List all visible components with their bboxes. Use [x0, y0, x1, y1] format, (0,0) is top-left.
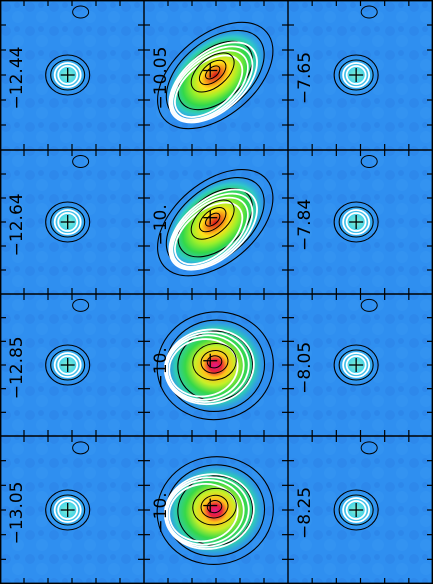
black-contour	[50, 494, 86, 526]
white-contour	[166, 334, 245, 401]
black-contour	[200, 494, 229, 519]
white-contour	[165, 476, 250, 548]
channel-velocity-label: −13.05	[7, 481, 27, 544]
black-contour	[50, 349, 86, 381]
white-contour	[168, 41, 258, 124]
channel-velocity-label: −12.85	[7, 336, 27, 399]
black-contour	[45, 201, 91, 243]
black-contour	[333, 54, 379, 96]
white-contour	[168, 188, 258, 271]
black-contour	[157, 21, 274, 130]
channel-panel: −13.05	[0, 436, 144, 584]
white-contour	[342, 209, 371, 235]
black-contour	[156, 456, 274, 566]
white-contour	[170, 192, 254, 270]
white-contour	[163, 328, 255, 406]
white-contour	[57, 65, 79, 85]
white-contour	[168, 338, 239, 398]
channel-velocity-label: −10.	[151, 204, 171, 245]
white-contour	[166, 479, 245, 546]
black-contour	[190, 52, 235, 93]
white-contour	[53, 497, 82, 523]
black-contour	[72, 441, 90, 455]
channel-panel: −7.84	[288, 150, 433, 294]
white-contour	[168, 483, 239, 543]
black-contour	[338, 206, 374, 238]
channel-velocity-label: −12.44	[7, 47, 27, 110]
black-contour	[338, 494, 374, 526]
black-contour	[198, 206, 227, 233]
channel-velocity-label: −8.25	[295, 487, 315, 539]
channel-velocity-label: −7.84	[295, 199, 315, 251]
black-contour	[72, 155, 90, 169]
channel-panel: −10.	[144, 436, 288, 584]
black-contour	[72, 5, 90, 19]
white-contour	[345, 65, 367, 85]
channel-panel: −12.64	[0, 150, 144, 294]
black-contour	[333, 344, 379, 386]
white-contour	[57, 500, 79, 520]
black-contour	[198, 59, 227, 86]
black-contour	[333, 489, 379, 531]
black-contour	[50, 59, 86, 91]
black-contour	[206, 500, 223, 514]
channel-panel: −8.25	[288, 436, 433, 584]
channel-panel: −7.65	[288, 0, 433, 150]
channel-panel: −12.85	[0, 294, 144, 436]
white-contour	[57, 212, 79, 232]
black-contour	[338, 349, 374, 381]
black-contour	[156, 311, 274, 421]
white-contour	[170, 45, 254, 122]
black-contour	[192, 487, 237, 526]
black-contour	[45, 344, 91, 386]
white-contour	[171, 196, 249, 268]
channel-velocity-label: −12.64	[7, 193, 27, 256]
white-contour	[53, 352, 82, 378]
black-contour	[45, 54, 91, 96]
channel-velocity-label: −10.05	[151, 47, 171, 110]
white-contour	[163, 473, 255, 550]
channel-panel: −10.	[144, 150, 288, 294]
black-contour	[72, 298, 90, 312]
white-contour	[165, 331, 250, 403]
channel-velocity-label: −10.	[151, 492, 171, 533]
channel-panel: −10.05	[144, 0, 288, 150]
black-contour	[157, 168, 274, 277]
black-contour	[50, 206, 86, 238]
black-contour	[192, 343, 237, 381]
black-contour	[333, 201, 379, 243]
white-contour	[174, 54, 244, 118]
black-contour	[190, 199, 235, 240]
white-contour	[171, 49, 249, 121]
black-contour	[45, 489, 91, 531]
black-contour	[206, 355, 223, 369]
channel-panel: −10.	[144, 294, 288, 436]
white-contour	[342, 497, 371, 523]
channel-panel: −12.44	[0, 0, 144, 150]
black-contour	[338, 59, 374, 91]
white-contour	[345, 212, 367, 232]
channel-velocity-label: −8.05	[295, 342, 315, 394]
white-contour	[345, 500, 367, 520]
channel-velocity-label: −7.65	[295, 52, 315, 104]
white-contour	[53, 209, 82, 235]
white-contour	[342, 62, 371, 88]
white-contour	[57, 355, 79, 375]
black-contour	[360, 155, 378, 169]
white-contour	[53, 62, 82, 88]
white-contour	[342, 352, 371, 378]
white-contour	[345, 355, 367, 375]
black-contour	[360, 5, 378, 19]
channel-velocity-label: −10.	[151, 347, 171, 388]
channel-panel: −8.05	[288, 294, 433, 436]
black-contour	[360, 298, 378, 312]
black-contour	[360, 441, 378, 455]
white-contour	[174, 201, 244, 266]
black-contour	[200, 349, 229, 374]
emission-blob	[163, 174, 268, 271]
emission-blob	[163, 27, 268, 124]
